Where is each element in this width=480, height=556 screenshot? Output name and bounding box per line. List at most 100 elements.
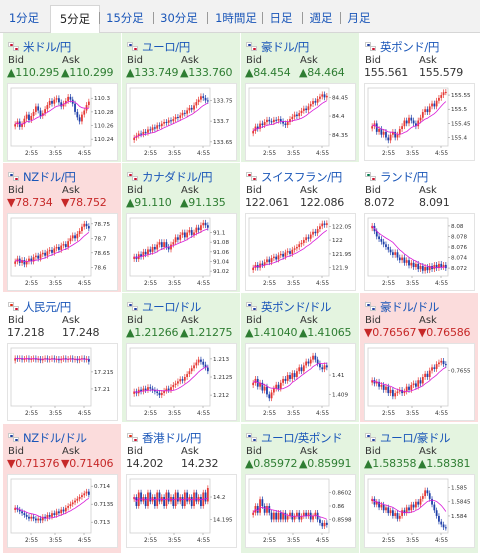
- rate-card[interactable]: カナダドル/円 Bid Ask ▲91.110 ▲91.135 91.1 91.08 91.0…: [122, 163, 240, 292]
- card-header[interactable]: ユーロ/ドル: [127, 296, 201, 314]
- card-header[interactable]: 豪ドル/ドル: [365, 296, 439, 314]
- rate-card[interactable]: ユーロ/円 Bid Ask ▲133.749 ▲133.760 133.75 133.7 13…: [122, 33, 240, 162]
- ask-label: Ask: [300, 315, 318, 326]
- rate-card[interactable]: ランド/円 Bid Ask 8.072 8.091 8.08 8.078 8.076 8.074…: [360, 163, 478, 292]
- price-chart[interactable]: 110.3 110.28 110.26 110.24 2:55 3:55 4:55: [7, 83, 118, 161]
- rate-card[interactable]: 香港ドル/円 Bid Ask 14.202 14.232 14.2 14.195 2:55 3:…: [122, 424, 240, 553]
- candle-body: [167, 120, 170, 123]
- tab-4[interactable]: 1時間足: [215, 11, 257, 25]
- candle-body: [62, 509, 65, 512]
- tab-0[interactable]: 1分足: [8, 11, 40, 25]
- candle-body: [256, 126, 259, 129]
- rate-card[interactable]: ユーロ/ドル Bid Ask ▲1.21266 ▲1.21275 1.213 1.2125 1…: [122, 293, 240, 422]
- card-header[interactable]: 英ポンド/ドル: [246, 296, 332, 314]
- candle-body: [307, 237, 310, 239]
- x-tick-label: 2:55: [144, 281, 157, 287]
- pair-name[interactable]: ランド/円: [380, 169, 428, 184]
- rate-card[interactable]: 豪ドル/ドル Bid Ask ▼0.76567 ▼0.76586 0.7655 2:55 3:…: [360, 293, 478, 422]
- rate-card[interactable]: スイスフラン/円 Bid Ask 122.061 122.086 122.05 122 121…: [241, 163, 359, 292]
- price-chart[interactable]: 84.45 84.4 84.35 2:55 3:55 4:55: [245, 83, 356, 161]
- x-tick-label: 3:55: [287, 538, 300, 544]
- price-chart[interactable]: 8.08 8.078 8.076 8.074 8.072 2:55 3:55 4:55: [364, 213, 475, 291]
- pair-name[interactable]: スイスフラン/円: [261, 169, 342, 184]
- card-header[interactable]: 香港ドル/円: [127, 427, 201, 445]
- tab-6[interactable]: 週足: [309, 11, 333, 25]
- price-chart[interactable]: 122.05 122 121.95 121.9 2:55 3:55 4:55: [245, 213, 356, 291]
- card-header[interactable]: 人民元/円: [8, 296, 71, 314]
- pair-name[interactable]: ユーロ/豪ドル: [380, 430, 451, 445]
- price-chart[interactable]: 0.7655 2:55 3:55 4:55: [364, 343, 475, 421]
- card-header[interactable]: スイスフラン/円: [246, 166, 342, 184]
- card-header[interactable]: カナダドル/円: [127, 166, 213, 184]
- ask-label: Ask: [419, 185, 437, 196]
- y-tick-label: 110.3: [94, 96, 110, 102]
- pair-name[interactable]: 豪ドル/円: [261, 39, 309, 54]
- rate-card[interactable]: 人民元/円 Bid Ask 17.218 17.248 17.215 17.21 2:55 3:…: [3, 293, 121, 422]
- chart-svg: 91.1 91.08 91.06 91.04 91.02 2:55 3:55 4:55: [129, 217, 229, 287]
- card-header[interactable]: ユーロ/豪ドル: [365, 427, 451, 445]
- tab-1[interactable]: 5分足: [50, 5, 100, 34]
- price-chart[interactable]: 1.585 1.5845 1.584 2:55 3:55 4:55: [364, 474, 475, 548]
- card-header[interactable]: 英ポンド/円: [365, 36, 439, 54]
- bid-label: Bid: [365, 315, 381, 326]
- pair-name[interactable]: 豪ドル/ドル: [380, 299, 439, 314]
- bid-label: Bid: [8, 315, 24, 326]
- tab-3[interactable]: 30分足: [160, 11, 198, 25]
- pair-name[interactable]: ユーロ/ドル: [142, 299, 201, 314]
- rate-card[interactable]: 英ポンド/ドル Bid Ask ▲1.41040 ▲1.41065 1.41 1.409 2:…: [241, 293, 359, 422]
- price-chart[interactable]: 133.75 133.7 133.65 2:55 3:55 4:55: [126, 83, 237, 161]
- rate-card[interactable]: 米ドル/円 Bid Ask ▲110.295 ▲110.299 110.3 110.28 11…: [3, 33, 121, 162]
- x-tick-label: 2:55: [144, 411, 157, 417]
- price-chart[interactable]: 1.41 1.409 2:55 3:55 4:55: [245, 343, 356, 421]
- candle-body: [85, 105, 88, 111]
- candle-body: [319, 363, 321, 368]
- pair-name[interactable]: NZドル/ドル: [23, 430, 87, 445]
- pair-name[interactable]: 英ポンド/円: [380, 39, 439, 54]
- card-header[interactable]: ランド/円: [365, 166, 428, 184]
- pair-name[interactable]: カナダドル/円: [142, 169, 213, 184]
- card-header[interactable]: NZドル/円: [8, 166, 76, 184]
- pair-name[interactable]: ユーロ/英ポンド: [261, 430, 343, 445]
- price-chart[interactable]: 91.1 91.08 91.06 91.04 91.02 2:55 3:55 4:55: [126, 213, 237, 291]
- price-chart[interactable]: 0.8602 0.86 0.8598 2:55 3:55 4:55: [245, 474, 356, 548]
- pair-name[interactable]: 米ドル/円: [23, 39, 71, 54]
- price-chart[interactable]: 78.75 78.7 78.65 78.6 2:55 3:55 4:55: [7, 213, 118, 291]
- x-tick-label: 2:55: [382, 538, 395, 544]
- flag-icon: [8, 41, 21, 52]
- chart-svg: 0.8602 0.86 0.8598 2:55 3:55 4:55: [248, 478, 352, 544]
- flag-icon: [8, 171, 21, 182]
- card-header[interactable]: 米ドル/円: [8, 36, 71, 54]
- tab-2[interactable]: 15分足: [106, 11, 144, 25]
- rate-card[interactable]: 英ポンド/円 Bid Ask 155.561 155.579 155.55 155.5 155…: [360, 33, 478, 162]
- card-header[interactable]: ユーロ/英ポンド: [246, 427, 343, 445]
- candle-body: [279, 512, 282, 520]
- card-header[interactable]: 豪ドル/円: [246, 36, 309, 54]
- candle-body: [140, 492, 142, 502]
- price-chart[interactable]: 1.213 1.2125 1.212 2:55 3:55 4:55: [126, 343, 237, 421]
- candle-body: [202, 361, 205, 365]
- card-header[interactable]: ユーロ/円: [127, 36, 190, 54]
- price-chart[interactable]: 155.55 155.5 155.45 155.4 2:55 3:55 4:55: [364, 83, 475, 161]
- rate-card[interactable]: NZドル/ドル Bid Ask ▼0.71376 ▼0.71406 0.714 0.7135…: [3, 424, 121, 553]
- candle-body: [179, 234, 182, 240]
- candle-body: [140, 254, 142, 257]
- price-chart[interactable]: 14.2 14.195 2:55 3:55 4:55: [126, 474, 237, 548]
- rate-card[interactable]: NZドル/円 Bid Ask ▼78.734 ▼78.752 78.75 78.7 78.65…: [3, 163, 121, 292]
- card-header[interactable]: NZドル/ドル: [8, 427, 87, 445]
- candle-body: [385, 507, 387, 511]
- tab-5[interactable]: 日足: [269, 11, 293, 25]
- pair-name[interactable]: 香港ドル/円: [142, 430, 201, 445]
- pair-name[interactable]: 英ポンド/ドル: [261, 299, 332, 314]
- price-chart[interactable]: 0.714 0.7135 0.713 2:55 3:55 4:55: [7, 474, 118, 548]
- rate-card[interactable]: ユーロ/豪ドル Bid Ask ▲1.58358 ▲1.58381 1.585 1.5845…: [360, 424, 478, 553]
- rate-card[interactable]: 豪ドル/円 Bid Ask ▲84.454 ▲84.464 84.45 84.4 84.35 2…: [241, 33, 359, 162]
- flag-icon: [365, 41, 378, 52]
- ask-number: 17.248: [62, 326, 100, 339]
- rate-card[interactable]: ユーロ/英ポンド Bid Ask ▲0.85972 ▲0.85991 0.8602 0.86…: [241, 424, 359, 553]
- pair-name[interactable]: NZドル/円: [23, 169, 76, 184]
- pair-name[interactable]: 人民元/円: [23, 299, 71, 314]
- pair-name[interactable]: ユーロ/円: [142, 39, 190, 54]
- candle-body: [272, 388, 275, 393]
- price-chart[interactable]: 17.215 17.21 2:55 3:55 4:55: [7, 343, 118, 421]
- tab-7[interactable]: 月足: [347, 11, 371, 25]
